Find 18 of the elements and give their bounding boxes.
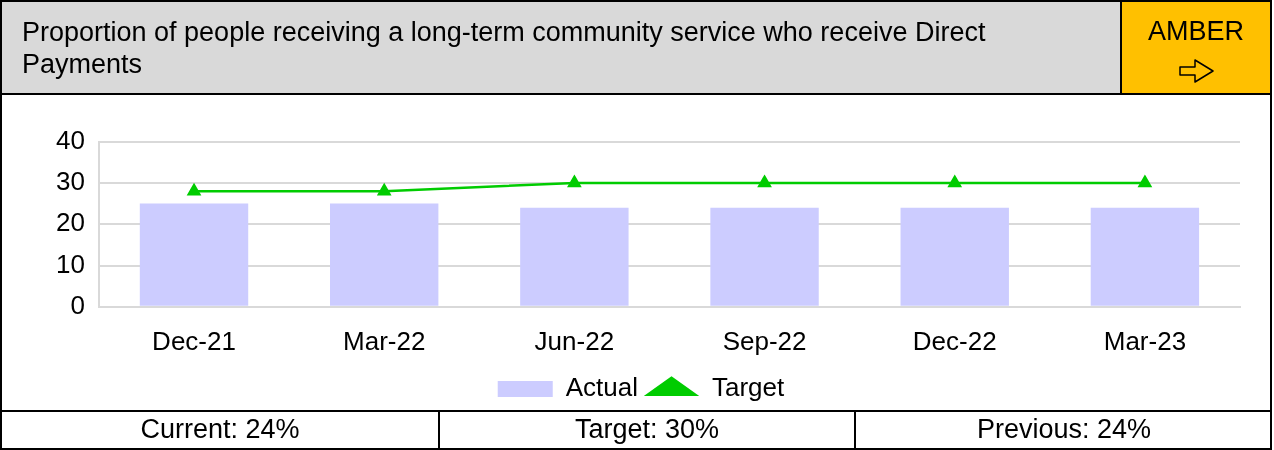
x-tick-label: Sep-22 bbox=[722, 325, 807, 356]
y-tick-label: 30 bbox=[56, 166, 85, 197]
legend-label: Target bbox=[712, 372, 786, 403]
x-tick-label: Jun-22 bbox=[534, 325, 615, 356]
text: Previous: 24% bbox=[975, 413, 1153, 446]
y-tick-label: 10 bbox=[56, 248, 85, 279]
chart-title: Proportion of people receiving a long-term community service who receive Direct Payments bbox=[2, 2, 1122, 95]
x-tick-label: Dec-22 bbox=[912, 325, 997, 356]
x-tick-label: Dec-21 bbox=[152, 325, 236, 356]
legend-label: Actual bbox=[565, 372, 638, 403]
text: Target: 30% bbox=[440, 412, 856, 450]
y-tick-label: 20 bbox=[56, 207, 85, 238]
y-tick-label: 0 bbox=[70, 289, 85, 320]
y-tick-label: 40 bbox=[56, 124, 85, 155]
x-tick-label: Mar-23 bbox=[1103, 325, 1187, 356]
text: Current: 24% bbox=[2, 412, 440, 450]
text: AMBER bbox=[1147, 15, 1245, 47]
x-tick-label: Mar-22 bbox=[343, 325, 426, 356]
